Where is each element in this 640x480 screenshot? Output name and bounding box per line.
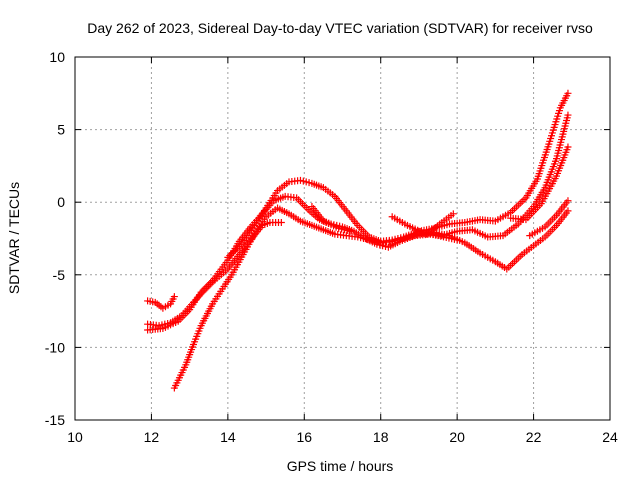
ticks: 10 12 14 16 18 20 22 24 -15 -10 -5 0 5 10 [45,49,618,445]
x-tick-label: 22 [526,429,542,445]
plot-frame [74,56,611,421]
data-point [564,197,572,205]
chart-title: Day 262 of 2023, Sidereal Day-to-day VTE… [87,20,593,36]
data-point [564,207,572,215]
x-tick-label: 12 [144,429,160,445]
y-tick-label: 0 [57,194,65,210]
data-point [170,293,178,301]
x-tick-label: 14 [220,429,236,445]
x-tick-label: 18 [373,429,389,445]
data-point [453,236,461,244]
data-point [564,89,572,97]
y-axis-label: SDTVAR / TECUs [6,182,22,294]
data-point [564,111,572,119]
data-points [144,89,572,392]
y-tick-label: -5 [53,267,66,283]
x-tick-label: 24 [602,429,618,445]
y-tick-label: 5 [57,122,65,138]
x-axis-label: GPS time / hours [287,458,394,474]
data-point [449,210,457,218]
y-tick-label: -15 [45,412,65,428]
data-point [277,219,285,227]
x-tick-label: 20 [449,429,465,445]
x-tick-label: 10 [67,429,83,445]
x-tick-label: 16 [296,429,312,445]
y-tick-label: -10 [45,339,65,355]
data-point [346,227,354,235]
y-tick-label: 10 [49,49,65,65]
data-point [564,143,572,151]
